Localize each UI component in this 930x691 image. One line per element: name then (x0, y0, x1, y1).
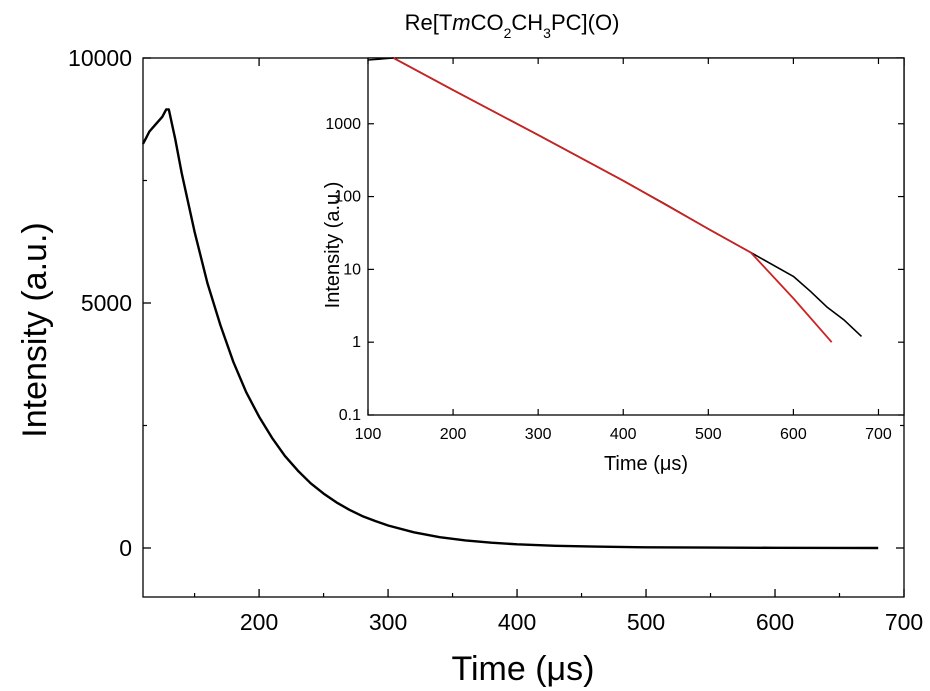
main-x-tick-label: 600 (756, 609, 794, 635)
inset-y-axis-label: Intensity (a.u.) (322, 182, 344, 309)
inset-x-tick-label: 700 (865, 426, 892, 443)
inset-x-tick-label: 300 (525, 426, 552, 443)
inset-x-axis-label: Time (μs) (604, 453, 688, 475)
main-decay-series-line (141, 108, 879, 550)
main-x-tick-label: 200 (240, 609, 278, 635)
inset-plot-frame (367, 57, 905, 416)
main-x-tick-label: 500 (627, 609, 665, 635)
main-y-tick-label: 10000 (68, 45, 132, 71)
inset-x-tick-label: 600 (780, 426, 807, 443)
inset-x-tick-label: 400 (610, 426, 637, 443)
main-x-tick-label: 300 (369, 609, 407, 635)
inset-y-tick-label: 1000 (325, 116, 361, 133)
inset-y-tick-label: 0.1 (339, 407, 361, 424)
inset-axis-ticks: 100 200 300 400 500 600 700 0.1 1 10 100 1000 (325, 58, 904, 443)
inset-fit-series-line (393, 57, 833, 343)
main-y-tick-label: 5000 (81, 290, 132, 316)
main-x-tick-label: 700 (885, 609, 923, 635)
inset-y-tick-label: 100 (334, 189, 361, 206)
main-y-axis-label: Intensity (a.u.) (16, 222, 54, 437)
inset-y-tick-label: 1 (352, 334, 361, 351)
main-y-tick-label: 0 (119, 535, 132, 561)
inset-series-group (367, 57, 863, 343)
chart-title: Re[TmCO2CH3PC](O) (405, 10, 620, 41)
inset-x-tick-label: 500 (695, 426, 722, 443)
main-axis-ticks: 200 300 400 500 600 700 0 5000 10000 (68, 45, 923, 635)
inset-y-tick-label: 10 (343, 261, 361, 278)
inset-x-tick-label: 100 (355, 426, 382, 443)
main-x-tick-label: 400 (498, 609, 536, 635)
main-series-group (141, 108, 879, 550)
inset-background (368, 58, 904, 415)
inset-x-tick-label: 200 (440, 426, 467, 443)
main-x-axis-label: Time (μs) (452, 650, 595, 688)
